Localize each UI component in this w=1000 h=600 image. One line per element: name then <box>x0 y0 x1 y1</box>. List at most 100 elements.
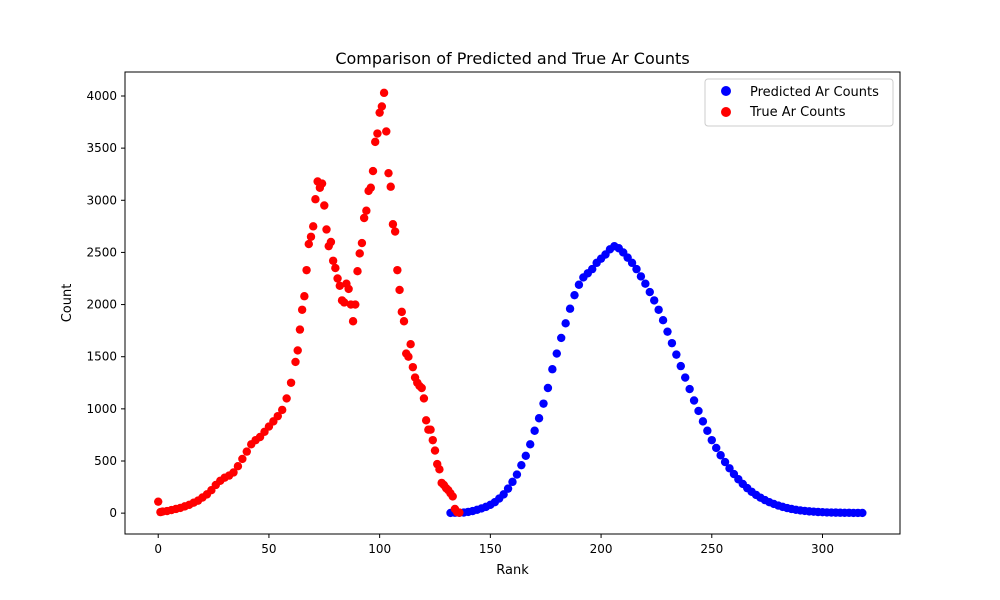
predicted-point <box>858 508 867 518</box>
true-point <box>397 307 406 317</box>
y-axis-label: Count <box>60 284 75 323</box>
predicted-point <box>650 296 659 305</box>
legend-marker-predicted <box>721 86 731 96</box>
y-tick-label: 2000 <box>86 298 117 312</box>
true-point <box>311 195 320 204</box>
true-point <box>386 182 395 191</box>
predicted-point <box>552 349 561 358</box>
true-point <box>328 256 338 265</box>
true-point <box>426 425 435 434</box>
true-point <box>384 168 393 178</box>
predicted-point <box>588 264 597 274</box>
true-point <box>297 305 307 314</box>
true-point <box>379 88 389 98</box>
true-point <box>393 265 402 275</box>
true-point <box>348 317 358 326</box>
predicted-point <box>517 460 526 470</box>
predicted-point <box>694 406 703 416</box>
series-layer <box>154 88 867 518</box>
x-tick-label: 0 <box>154 542 162 556</box>
legend: Predicted Ar Counts True Ar Counts <box>704 78 894 127</box>
y-tick-label: 0 <box>109 506 117 520</box>
true-point <box>344 284 353 294</box>
y-tick-label: 1500 <box>86 350 117 364</box>
true-point <box>404 352 413 361</box>
predicted-point <box>685 384 694 394</box>
true-point <box>455 508 464 517</box>
true-point <box>362 206 371 215</box>
true-point <box>435 465 444 474</box>
predicted-point <box>565 304 575 313</box>
predicted-point <box>645 287 654 297</box>
predicted-point <box>530 426 539 435</box>
true-point <box>390 227 400 236</box>
legend-label-true: True Ar Counts <box>749 105 846 120</box>
y-tick-label: 1000 <box>86 402 117 416</box>
predicted-point <box>557 333 566 343</box>
x-tick-label: 100 <box>368 542 391 556</box>
predicted-point <box>548 365 557 374</box>
true-point <box>278 405 287 415</box>
x-tick-label: 200 <box>590 542 613 556</box>
true-point <box>417 383 426 393</box>
predicted-point <box>534 414 544 423</box>
predicted-point <box>636 272 646 281</box>
true-point <box>406 339 415 349</box>
predicted-point <box>570 290 579 300</box>
x-tick-label: 250 <box>700 542 723 556</box>
predicted-point <box>681 373 690 382</box>
true-point <box>351 300 360 309</box>
true-point <box>300 292 309 301</box>
chart-title: Comparison of Predicted and True Ar Coun… <box>335 49 689 68</box>
y-tick-label: 3500 <box>86 141 117 155</box>
legend-box <box>704 78 894 127</box>
true-point <box>317 179 327 188</box>
true-point <box>304 239 313 249</box>
true-point <box>359 213 369 223</box>
predicted-point <box>698 417 708 426</box>
true-point <box>326 237 336 247</box>
true-point <box>333 274 342 283</box>
predicted-point <box>539 399 548 408</box>
y-tick-label: 500 <box>94 454 117 468</box>
predicted-point <box>707 435 716 445</box>
true-point <box>286 378 296 387</box>
true-point <box>233 462 243 471</box>
series-predicted <box>446 241 867 518</box>
true-point <box>399 317 409 326</box>
true-point <box>377 102 387 111</box>
true-point <box>357 238 367 248</box>
true-point <box>366 183 375 192</box>
true-point <box>335 281 344 290</box>
x-axis: 0 50 100 150 200 250 300 <box>154 534 834 556</box>
predicted-point <box>543 383 553 393</box>
true-point <box>291 357 300 367</box>
plot-frame <box>124 71 901 535</box>
legend-label-predicted: Predicted Ar Counts <box>750 85 879 100</box>
true-point <box>273 411 282 421</box>
y-tick-label: 2500 <box>86 245 117 259</box>
true-point <box>322 225 331 234</box>
predicted-point <box>663 327 672 336</box>
predicted-point <box>654 305 663 314</box>
predicted-point <box>689 396 699 405</box>
predicted-point <box>521 451 530 460</box>
true-point <box>331 263 340 273</box>
predicted-point <box>508 477 517 487</box>
predicted-point <box>503 484 513 493</box>
predicted-point <box>641 279 650 288</box>
predicted-point <box>672 350 681 359</box>
true-point <box>353 266 362 276</box>
true-point <box>430 446 440 455</box>
x-tick-label: 300 <box>811 542 834 556</box>
true-point <box>371 137 380 147</box>
y-tick-label: 4000 <box>86 89 117 103</box>
predicted-point <box>512 470 522 479</box>
true-point <box>408 362 418 372</box>
legend-marker-true <box>721 107 731 117</box>
predicted-point <box>720 457 730 467</box>
predicted-point <box>667 338 677 348</box>
predicted-point <box>658 316 668 325</box>
